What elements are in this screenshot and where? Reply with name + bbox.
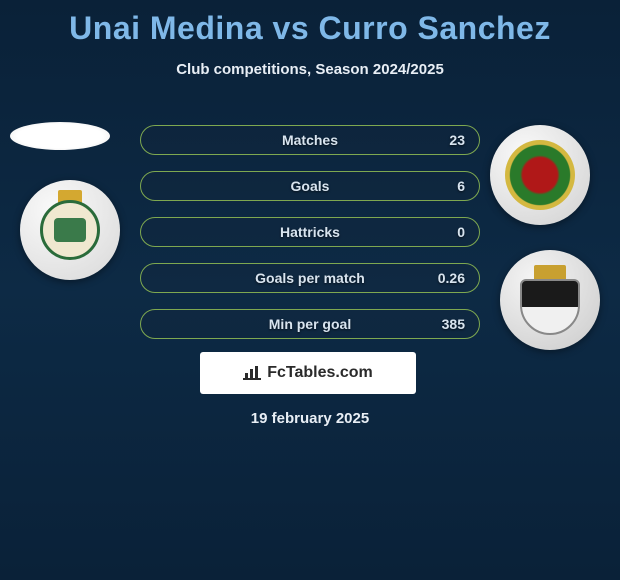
stat-value: 0 bbox=[457, 224, 465, 240]
stat-row-goals-per-match: Goals per match 0.26 bbox=[140, 263, 480, 293]
subtitle: Club competitions, Season 2024/2025 bbox=[0, 61, 620, 78]
stats-container: Matches 23 Goals 6 Hattricks 0 Goals per… bbox=[140, 125, 480, 355]
date-label: 19 february 2025 bbox=[0, 410, 620, 427]
stat-value: 23 bbox=[449, 132, 465, 148]
club-badge-left bbox=[20, 180, 120, 280]
stat-label: Hattricks bbox=[280, 224, 340, 240]
attribution-text: FcTables.com bbox=[267, 364, 373, 382]
attribution-badge[interactable]: FcTables.com bbox=[200, 352, 416, 394]
stat-label: Goals per match bbox=[255, 270, 365, 286]
racing-santander-crest-icon bbox=[40, 200, 100, 260]
stat-row-min-per-goal: Min per goal 385 bbox=[140, 309, 480, 339]
stat-label: Matches bbox=[282, 132, 338, 148]
stat-value: 385 bbox=[442, 316, 465, 332]
page-title: Unai Medina vs Curro Sanchez bbox=[0, 0, 620, 47]
stat-label: Min per goal bbox=[269, 316, 351, 332]
stat-row-matches: Matches 23 bbox=[140, 125, 480, 155]
player-avatar-placeholder bbox=[10, 122, 110, 150]
belarus-federation-crest-icon bbox=[505, 140, 575, 210]
stat-row-goals: Goals 6 bbox=[140, 171, 480, 201]
club-badge-right-top bbox=[490, 125, 590, 225]
stat-value: 0.26 bbox=[438, 270, 465, 286]
club-badge-right-bottom bbox=[500, 250, 600, 350]
stat-value: 6 bbox=[457, 178, 465, 194]
chart-icon bbox=[243, 366, 261, 380]
stat-row-hattricks: Hattricks 0 bbox=[140, 217, 480, 247]
burgos-cf-crest-icon bbox=[520, 265, 580, 335]
stat-label: Goals bbox=[291, 178, 330, 194]
